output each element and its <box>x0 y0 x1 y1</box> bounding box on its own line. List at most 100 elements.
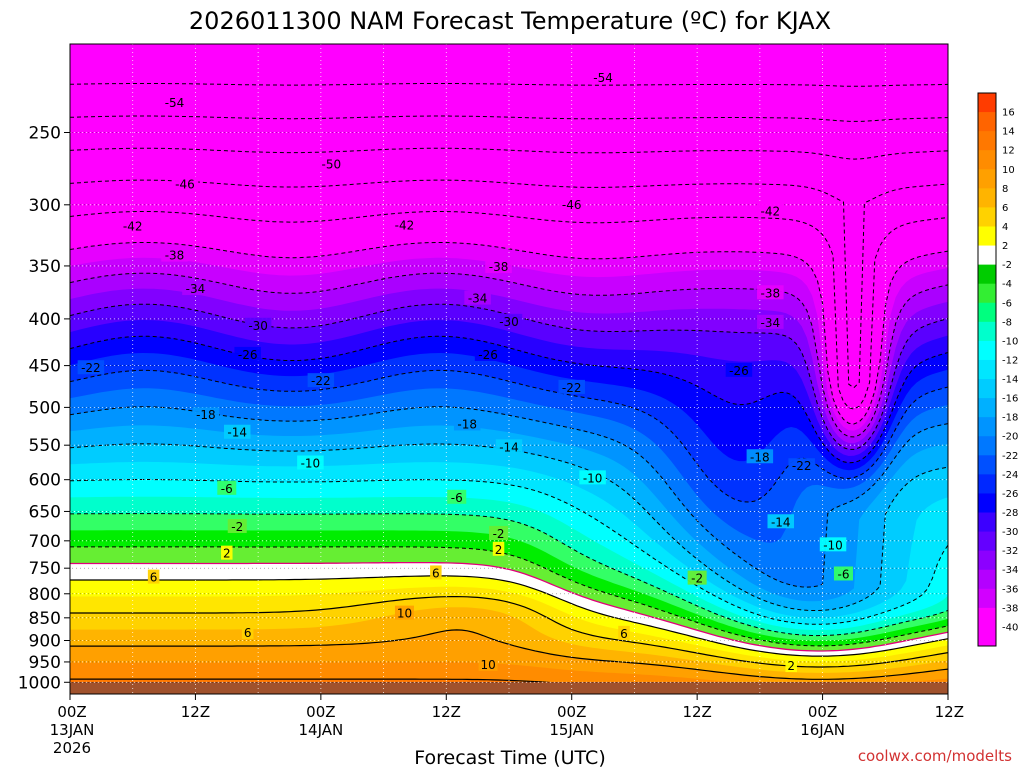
y-tick-label: 950 <box>29 653 61 673</box>
isotherm-label: 10 <box>478 656 498 672</box>
isotherm--34 <box>70 272 948 438</box>
x-tick-label: 12Z <box>181 703 210 721</box>
isotherm-label-bg <box>161 247 188 262</box>
colorbar-label: -30 <box>1002 527 1018 538</box>
colorbar-swatch <box>978 512 996 533</box>
isotherm-label-text: -10 <box>301 457 321 471</box>
isotherm-label-text: -6 <box>221 482 233 496</box>
isotherm-label-bg <box>192 407 220 422</box>
isotherm-label-bg <box>244 317 272 332</box>
colorbar-swatch <box>978 93 996 113</box>
isotherm-label: -18 <box>453 416 481 431</box>
isotherm-label: -42 <box>119 218 146 234</box>
isotherm-label-bg <box>464 290 491 305</box>
isotherm-label-text: -26 <box>478 348 498 362</box>
colorbar-swatch <box>978 283 996 304</box>
isotherm-label-text: -2 <box>691 572 703 586</box>
colorbar-label: -2 <box>1002 260 1012 271</box>
isotherm-label: 10 <box>394 605 414 621</box>
colorbar-swatch <box>978 455 996 475</box>
colorbar-label: -12 <box>1002 355 1018 366</box>
y-tick-label: 500 <box>29 398 61 418</box>
isotherm-label-bg <box>489 525 509 540</box>
isotherm-label-text: -10 <box>823 538 843 552</box>
x-tick-label: 00Z <box>808 703 837 721</box>
isotherm-label: -50 <box>318 156 345 171</box>
isotherm-label-bg <box>579 470 606 485</box>
x-tick-label: 15JAN <box>549 721 594 739</box>
colorbar-frame <box>977 92 997 647</box>
colorbar-label: -36 <box>1002 584 1018 595</box>
colorbar-swatch <box>978 245 996 266</box>
isotherm-label: -6 <box>833 566 853 581</box>
isotherm-label-text: -42 <box>395 218 415 232</box>
colorbar-label: -20 <box>1002 432 1018 443</box>
colorbar-label: -40 <box>1002 622 1018 633</box>
isotherm-label: -46 <box>558 196 585 212</box>
isotherm-label-text: -42 <box>761 204 781 218</box>
isotherm-label-text: -22 <box>562 381 582 395</box>
colorbar-label: -24 <box>1002 470 1018 481</box>
isotherm-label-bg <box>119 218 146 233</box>
isotherm-label: 6 <box>147 569 160 585</box>
colorbar-label: -18 <box>1002 413 1018 424</box>
colorbar-swatch <box>978 112 996 132</box>
isotherm-6 <box>70 596 948 668</box>
isotherm-label-text: -18 <box>196 408 216 422</box>
isotherm-label-text: -6 <box>451 491 463 505</box>
isotherm-label: -26 <box>234 346 261 362</box>
isotherm-label-bg <box>725 362 753 377</box>
y-tick-label: 350 <box>29 257 61 277</box>
pressure-axis: 2503003504004505005506006507007508008509… <box>18 123 70 693</box>
colorbar-swatch <box>978 588 996 609</box>
colorbar-swatch <box>978 398 996 418</box>
isotherm-label-bg <box>785 658 797 673</box>
colorbar-swatch <box>978 626 996 646</box>
colorbar-label: 6 <box>1002 203 1008 214</box>
isotherm-label-bg <box>221 545 233 560</box>
colorbar-swatch <box>978 493 996 514</box>
isotherm-label: -6 <box>217 480 237 496</box>
isotherm-label: -54 <box>161 94 188 110</box>
colorbar-label: 16 <box>1002 108 1015 119</box>
isotherm-label: -42 <box>391 217 418 232</box>
isotherm-label-text: 6 <box>432 566 440 580</box>
y-tick-label: 300 <box>29 196 61 216</box>
colorbar-label: -38 <box>1002 603 1018 614</box>
isotherm-label-text: -34 <box>186 282 206 296</box>
isotherm-label-text: 10 <box>397 607 412 621</box>
isotherm-label-bg <box>495 313 523 328</box>
x-tick-label: 14JAN <box>298 721 343 739</box>
isotherm-labels: -54-54-50-46-46-42 -42-42-38-38-38-34-34-… <box>77 70 853 673</box>
x-tick-label: 12Z <box>432 703 461 721</box>
isotherm-label: -38 <box>485 259 512 274</box>
isotherm-label-bg <box>746 449 774 464</box>
isotherm-label: -38 <box>757 285 784 300</box>
y-tick-label: 400 <box>29 310 61 330</box>
credit-text: coolwx.com/modelts <box>858 747 1012 765</box>
isotherm-label-text: -26 <box>238 348 258 362</box>
isotherm-label-text: -6 <box>837 567 849 581</box>
isotherm-label: -22 <box>77 360 105 375</box>
isotherm-label-bg <box>558 196 585 211</box>
isotherm-label-bg <box>495 439 523 454</box>
isotherm-label: -46 <box>171 176 199 191</box>
colorbar-swatch <box>978 359 996 380</box>
plot-area: -54-54-50-46-46-42 -42-42-38-38-38-34-34-… <box>70 44 948 694</box>
colorbar-swatch <box>978 321 996 342</box>
isotherm-label: -54 <box>589 70 617 85</box>
x-tick-label: 13JAN <box>50 721 95 739</box>
isotherm-label-text: -2 <box>493 527 505 541</box>
colorbar-swatch <box>978 379 996 399</box>
isotherm-label-bg <box>767 514 795 529</box>
y-tick-label: 750 <box>29 559 61 579</box>
isotherm-label-bg <box>687 570 707 585</box>
isotherm-label-text: 2 <box>223 547 231 561</box>
isotherm-label: -30 <box>495 313 523 329</box>
isotherm-label-bg <box>788 458 815 473</box>
isotherm-label-bg <box>161 94 188 109</box>
isotherm-label: -34 <box>464 290 491 306</box>
isotherm-label: -34 <box>182 281 209 296</box>
isotherm-label: 2 <box>492 541 505 557</box>
colorbar-label: 10 <box>1002 165 1015 176</box>
